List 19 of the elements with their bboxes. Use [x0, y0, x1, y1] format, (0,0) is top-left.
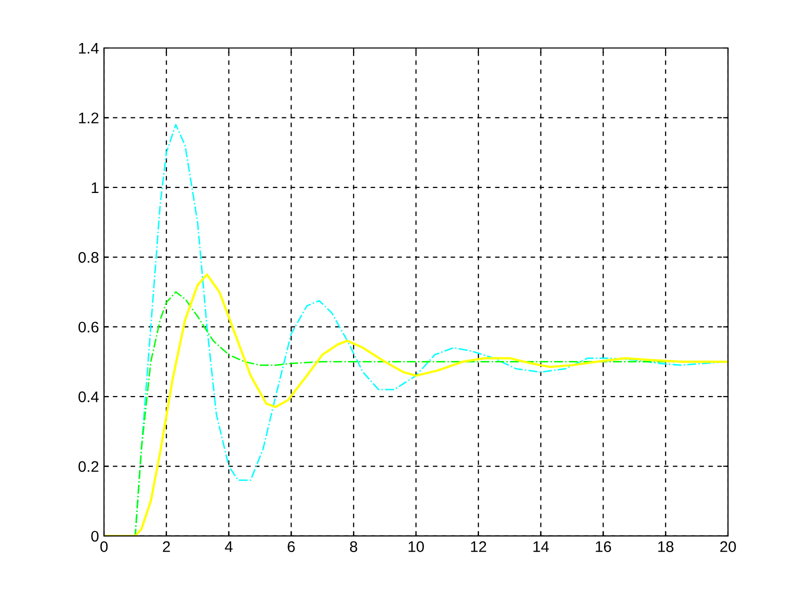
y-tick-label: 0.4: [78, 391, 99, 402]
y-tick-label: 0.8: [78, 252, 98, 263]
y-tick-label: 1: [92, 182, 98, 193]
x-tick-label: 2: [162, 541, 170, 552]
x-tick-label: 12: [471, 541, 486, 552]
x-tick-label: 8: [350, 541, 358, 552]
x-tick-label: 20: [720, 541, 736, 552]
x-tick-label: 14: [533, 541, 549, 552]
x-tick-label: 16: [596, 541, 612, 552]
x-tick-label: 6: [288, 541, 295, 552]
x-tick-label: 4: [224, 541, 233, 552]
y-tick-label: 0: [91, 530, 99, 542]
y-tick-label: 1.4: [79, 43, 99, 54]
x-tick-label: 18: [658, 541, 674, 552]
x-tick-label: 0: [100, 541, 108, 552]
x-tick-label: 10: [408, 541, 424, 552]
y-tick-label: 0.2: [78, 461, 98, 472]
y-tick-label: 0.6: [78, 322, 98, 333]
y-tick-label: 1.2: [79, 112, 98, 124]
